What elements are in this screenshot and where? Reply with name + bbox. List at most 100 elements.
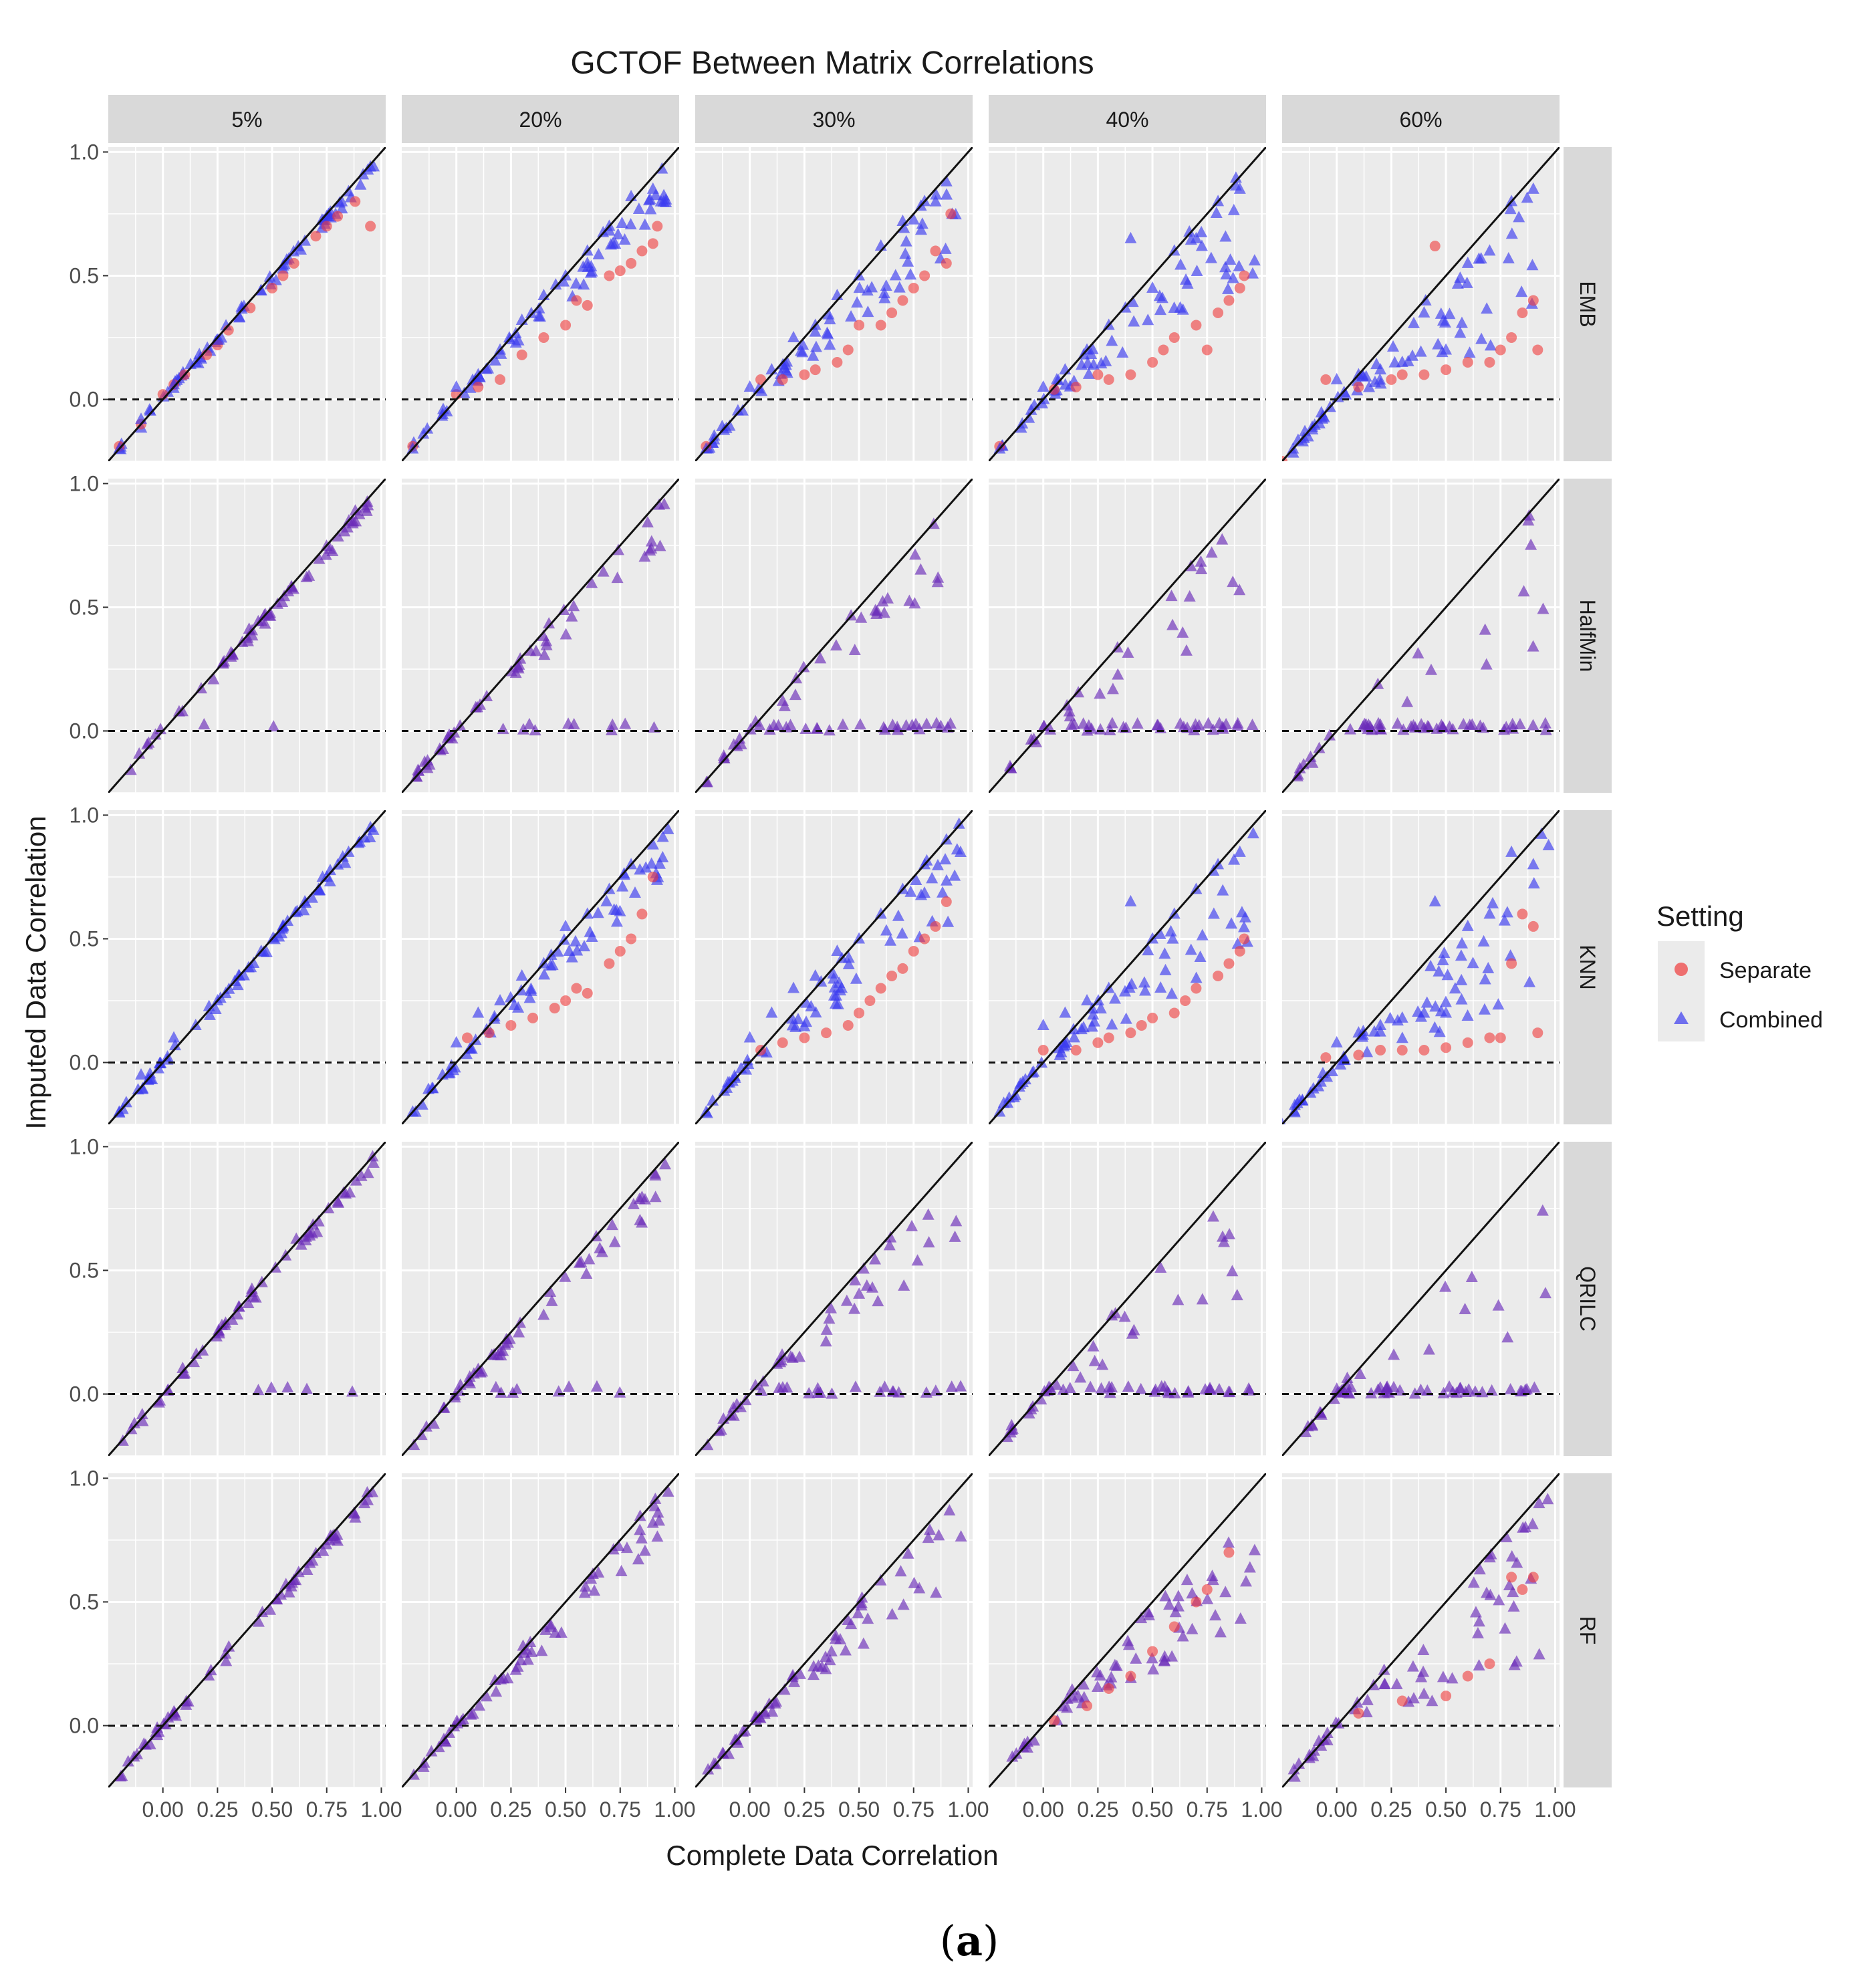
point-combined [1246,267,1259,279]
point-combined [592,247,605,259]
point-combined [1180,644,1193,656]
point-separate [505,1019,517,1031]
point-combined [354,178,367,190]
point-combined [945,1380,958,1392]
point-combined [1521,1382,1533,1394]
point-combined [1467,1576,1480,1588]
point-combined [579,1580,592,1592]
point-combined [853,281,866,293]
point-combined [857,1262,870,1274]
point-separate [1375,1044,1386,1055]
point-combined [1146,281,1159,293]
point-combined [943,1504,956,1516]
point-combined [1440,343,1453,355]
point-separate [571,983,582,994]
point-separate [1396,369,1408,380]
point-combined [819,1650,832,1662]
point-combined [807,1668,820,1681]
point-combined [786,1019,799,1031]
point-combined [648,1499,661,1511]
point-combined [1087,1008,1100,1020]
point-combined [454,719,467,731]
point-combined [1397,723,1410,735]
point-combined [1065,719,1078,731]
point-combined [758,1705,771,1717]
point-combined [778,1683,791,1695]
point-combined [736,404,749,416]
point-combined [489,1673,501,1685]
point-combined [839,1644,852,1656]
x-tick-label: 0.75 [306,1797,348,1822]
point-combined [635,1531,648,1543]
point-combined [1155,1380,1168,1392]
identity-line [108,1473,386,1787]
point-separate [777,1037,788,1048]
point-combined [797,660,810,672]
point-combined [578,940,591,952]
point-combined [275,926,288,939]
point-combined [1422,1343,1435,1355]
point-combined [880,924,892,936]
x-tick-label: 0.25 [490,1797,531,1822]
point-combined [1124,231,1137,243]
point-combined [495,1349,507,1361]
point-separate [614,945,626,957]
strip-row-emb: EMB [1564,147,1612,461]
point-combined [1142,314,1154,326]
x-tick-label: 0.00 [436,1797,477,1822]
point-combined [1440,1006,1453,1018]
point-separate [1353,1049,1364,1061]
point-combined [549,1626,562,1638]
point-combined [132,1083,144,1095]
point-combined [359,501,372,513]
point-combined [955,1380,967,1392]
strip-bg [1564,810,1612,1124]
gridlines [108,1473,386,1788]
point-combined [845,309,858,322]
point-combined [615,1565,628,1577]
point-combined [645,535,658,547]
point-combined [1471,1626,1484,1638]
panel-knn-40pct [989,810,1266,1125]
point-combined [1469,1606,1482,1618]
point-combined [1480,1586,1493,1598]
point-combined [1502,252,1515,264]
identity-line [108,479,386,793]
point-separate [1418,1044,1430,1055]
point-combined [1174,717,1187,729]
point-combined [884,934,897,946]
point-combined [1207,1210,1219,1222]
point-combined [464,381,477,393]
point-combined [701,775,714,787]
point-combined [1056,1700,1069,1712]
x-tick-label: 0.50 [1425,1797,1467,1822]
point-combined [616,216,628,228]
point-combined [313,884,326,896]
point-separate [473,381,484,392]
point-combined [937,886,949,898]
points [1006,1536,1261,1762]
point-separate [1239,933,1250,945]
panel-rf-20pct [402,1473,679,1788]
point-combined [1517,1521,1529,1533]
point-separate [321,221,332,232]
point-combined [1146,1652,1158,1664]
point-combined [1521,191,1533,203]
strip-row-rf: RF [1564,1473,1612,1787]
point-combined [1326,1064,1338,1076]
point-combined [1527,640,1539,652]
panel-rf-60pct [1282,1473,1560,1788]
point-separate [1191,983,1202,994]
point-combined [347,515,360,527]
point-combined [886,719,899,731]
point-combined [1210,207,1223,219]
point-combined [1205,251,1217,263]
point-combined [1195,563,1208,575]
point-separate [1429,241,1441,252]
point-combined [361,1486,374,1498]
point-combined [826,1387,838,1399]
point-combined [1499,1622,1511,1634]
x-tick-label: 0.75 [600,1797,641,1822]
point-combined [252,614,265,626]
legend-separate-icon [1675,963,1688,976]
